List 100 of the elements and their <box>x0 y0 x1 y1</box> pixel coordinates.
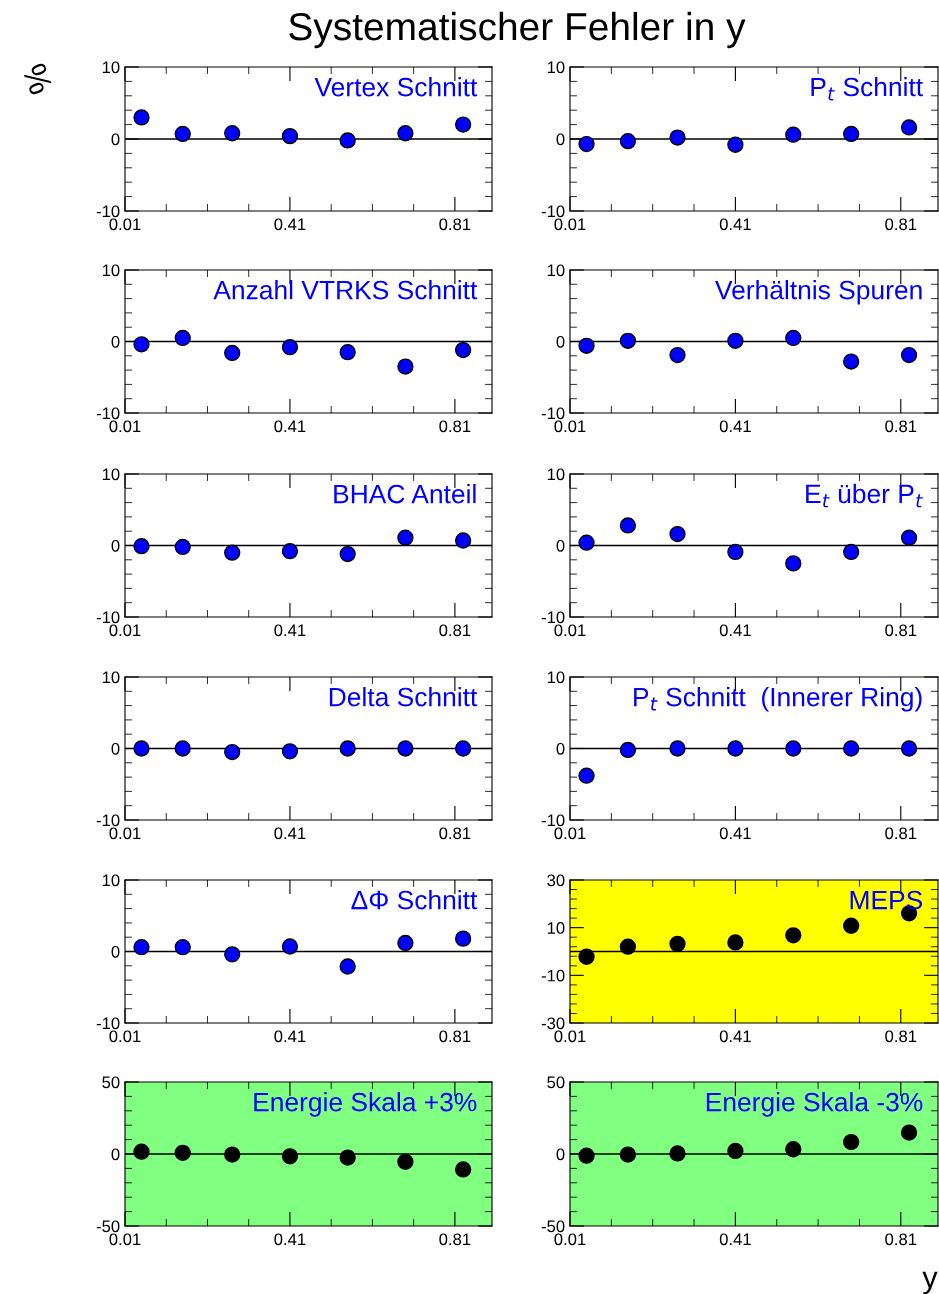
x-tick-label: 0.81 <box>885 1233 917 1246</box>
y-tick-label: 10 <box>547 468 565 481</box>
x-tick-label: 0.01 <box>109 1030 141 1043</box>
y-tick-label: -10 <box>96 407 120 420</box>
x-tick-label: 0.41 <box>274 624 306 637</box>
y-tick-label: -10 <box>541 407 565 420</box>
point <box>669 740 686 757</box>
point <box>785 927 802 944</box>
x-tick-label: 0.41 <box>719 218 751 231</box>
point <box>454 1161 472 1178</box>
point <box>578 534 595 551</box>
x-tick-label: 0.41 <box>719 1030 751 1043</box>
x-tick-label: 0.41 <box>719 1233 751 1246</box>
point <box>339 958 356 975</box>
point <box>174 329 191 347</box>
y-tick-label: 0 <box>111 335 120 348</box>
point <box>133 939 150 956</box>
y-tick-label: 0 <box>556 1148 565 1161</box>
point <box>397 358 414 375</box>
y-tick-label: 10 <box>547 61 565 74</box>
x-tick-label: 0.41 <box>274 1233 306 1246</box>
x-tick-label: 0.41 <box>719 624 751 637</box>
x-tick-label: 0.01 <box>554 624 586 637</box>
x-axis-title: y <box>922 1271 938 1294</box>
y-tick-label: -30 <box>541 1017 565 1030</box>
point <box>224 344 241 362</box>
point <box>224 1146 241 1163</box>
y-tick-label: 10 <box>102 671 120 684</box>
y-tick-label: -10 <box>96 205 120 218</box>
point <box>133 109 150 126</box>
point <box>339 1149 356 1166</box>
point <box>339 545 356 563</box>
chart-title: P$_{t}$ Schnitt (Innerer Ring) <box>634 687 922 712</box>
chart-title: Vertex Schnitt <box>314 77 478 97</box>
point <box>619 741 637 759</box>
point <box>281 938 299 955</box>
point <box>578 337 595 354</box>
x-tick-label: 0.01 <box>554 218 586 231</box>
point <box>397 529 414 546</box>
y-tick-label: -50 <box>96 1220 120 1233</box>
point <box>281 339 299 356</box>
x-tick-label: 0.41 <box>274 1030 306 1043</box>
x-tick-label: 0.81 <box>439 827 471 840</box>
point <box>339 344 356 361</box>
chart-title: ΔΦ Schnitt <box>351 890 478 910</box>
x-tick-label: 0.81 <box>439 420 471 433</box>
y-tick-label: 0 <box>111 1148 120 1161</box>
y-tick-label: 10 <box>102 61 120 74</box>
y-tick-label: -10 <box>541 814 565 827</box>
y-tick-label: 0 <box>556 742 565 755</box>
point <box>174 939 191 956</box>
x-tick-label: 0.01 <box>109 624 141 637</box>
x-tick-label: 0.81 <box>885 218 917 231</box>
y-tick-label: -10 <box>96 611 120 624</box>
point <box>619 1146 637 1163</box>
x-tick-label: 0.81 <box>885 827 917 840</box>
point <box>454 930 472 947</box>
y-tick-label: 0 <box>111 742 120 755</box>
point <box>397 125 414 142</box>
point <box>619 133 637 150</box>
y-tick-label: 10 <box>547 671 565 684</box>
y-tick-label: -10 <box>541 205 565 218</box>
point <box>727 543 744 561</box>
x-tick-label: 0.41 <box>274 827 306 840</box>
point <box>454 116 472 133</box>
y-tick-label: -50 <box>541 1220 565 1233</box>
y-tick-label: 50 <box>547 1076 565 1089</box>
point <box>133 1143 150 1160</box>
point <box>785 1141 802 1158</box>
x-tick-label: 0.41 <box>274 218 306 231</box>
x-tick-label: 0.01 <box>109 218 141 231</box>
x-tick-label: 0.81 <box>885 420 917 433</box>
y-tick-label: 10 <box>547 922 565 934</box>
y-tick-label: 0 <box>556 539 565 552</box>
x-tick-label: 0.01 <box>109 1233 141 1246</box>
point <box>578 767 595 784</box>
chart-title: Anzahl VTRKS Schnitt <box>213 280 478 300</box>
chart-title: Energie Skala -3% <box>706 1092 923 1117</box>
x-tick-label: 0.01 <box>109 420 141 433</box>
x-tick-label: 0.81 <box>439 218 471 231</box>
point <box>578 1147 595 1164</box>
point <box>727 332 744 349</box>
y-tick-label: 0 <box>111 539 120 552</box>
point <box>785 555 802 572</box>
x-tick-label: 0.81 <box>439 1233 471 1246</box>
x-tick-label: 0.81 <box>885 1030 917 1043</box>
y-tick-label: 10 <box>547 264 565 277</box>
point <box>669 1145 686 1162</box>
point <box>578 948 595 965</box>
y-tick-label: -10 <box>541 611 565 624</box>
point <box>133 538 150 555</box>
point <box>619 332 637 349</box>
chart-title: Energie Skala +3% <box>254 1092 477 1117</box>
y-tick-label: 0 <box>111 945 120 958</box>
point <box>619 517 637 534</box>
point <box>900 740 918 757</box>
point <box>224 125 241 142</box>
point <box>578 135 595 153</box>
point <box>224 946 241 963</box>
point <box>669 935 686 953</box>
